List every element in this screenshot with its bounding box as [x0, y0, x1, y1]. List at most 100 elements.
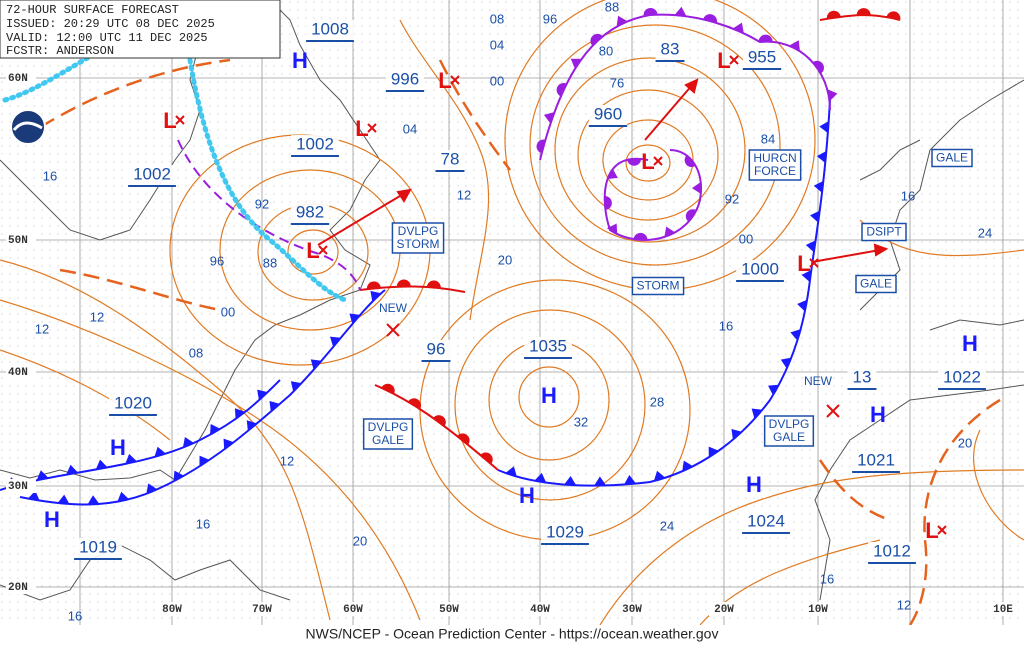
cold-front-triangle	[310, 359, 322, 370]
low-center: L	[925, 518, 938, 543]
cold-front-triangle	[349, 313, 361, 324]
front-symbol	[27, 490, 40, 501]
pressure-value: 996	[391, 69, 419, 88]
warm-front-semicircle	[886, 11, 901, 20]
cold-front-triangle	[173, 470, 185, 482]
low-center-x	[367, 123, 377, 133]
front-symbol	[682, 460, 694, 472]
front-symbol	[433, 415, 446, 427]
front-symbol	[758, 34, 773, 42]
front-symbol	[703, 14, 717, 23]
isobar-label: 24	[978, 225, 992, 240]
label-bg	[306, 20, 354, 40]
front-symbol	[616, 15, 628, 27]
front-symbol	[543, 112, 555, 124]
area-label-box	[763, 415, 815, 447]
cold-front-triangle	[269, 400, 280, 412]
front-symbol	[257, 389, 268, 401]
warm-front-semicircle	[457, 433, 470, 445]
high-center: H	[962, 331, 978, 356]
cold-front-triangle	[154, 446, 166, 458]
front-symbol	[607, 168, 618, 180]
cold-front-triangle	[682, 460, 694, 472]
warm-front-semicircle	[685, 209, 697, 223]
cold-front-triangle	[653, 470, 666, 482]
isobar-label: 04	[490, 37, 504, 52]
cold-front-triangle	[330, 336, 341, 347]
area-label: DVLPG	[398, 224, 439, 238]
cold-front-triangle	[594, 476, 607, 486]
front-symbol	[789, 40, 800, 52]
label-bg	[74, 538, 122, 558]
label-bg	[338, 602, 368, 616]
cold-front-triangle	[674, 6, 687, 17]
header-issued: ISSUED: 20:29 UTC 08 DEC 2025	[6, 17, 215, 31]
warm-front-semicircle	[643, 7, 658, 16]
front-symbol	[708, 446, 719, 458]
pressure-value: 1021	[857, 450, 895, 469]
longitude-label: 80W	[162, 604, 182, 616]
high-center: H	[746, 472, 762, 497]
front-symbol	[684, 154, 697, 168]
front-symbol	[223, 438, 234, 450]
header-forecaster: FCSTR: ANDERSON	[6, 44, 114, 58]
isobar-label: 84	[761, 131, 775, 146]
latitude-label: 20N	[8, 582, 28, 594]
front-symbol	[349, 313, 361, 324]
front-symbol	[210, 424, 221, 435]
area-label: GALE	[372, 433, 404, 447]
warm-front-semicircle	[684, 154, 697, 168]
latitude-label: 60N	[8, 73, 28, 85]
isobar-label: 12	[457, 187, 471, 202]
front-symbol	[87, 495, 100, 505]
cold-front-triangle	[246, 420, 258, 432]
label-bg	[109, 394, 157, 414]
front-symbol	[564, 475, 577, 486]
warm-front-semicircle	[758, 34, 773, 42]
area-label: DVLPG	[368, 420, 409, 434]
longitude-label: 10W	[808, 604, 828, 616]
label-bg	[6, 233, 36, 247]
cold-front-triangle	[805, 240, 816, 253]
front-symbol	[36, 470, 49, 481]
cold-front-triangle	[210, 424, 221, 435]
label-bg	[6, 479, 36, 493]
label-bg	[290, 203, 330, 223]
low-center-x	[809, 258, 819, 268]
cold-front-triangle	[27, 490, 40, 501]
cold-front-triangle	[827, 89, 838, 102]
front-symbol	[590, 33, 603, 46]
latitude-label: 50N	[8, 235, 28, 247]
pressure-value: 13	[853, 367, 872, 386]
front-symbol	[827, 89, 838, 102]
isobar-label: 08	[189, 345, 203, 360]
front-symbol	[480, 452, 493, 465]
cold-front-triangle	[534, 472, 547, 483]
cold-front-triangle	[146, 483, 158, 494]
isobar-label: 16	[68, 608, 82, 623]
pressure-value: 1008	[311, 19, 349, 38]
warm-front-semicircle	[396, 279, 411, 287]
pressure-value: 1002	[133, 164, 171, 183]
cold-front-triangle	[751, 408, 763, 419]
label-bg	[6, 365, 36, 379]
low-center-x	[318, 245, 328, 255]
isobar-label: 04	[403, 121, 417, 136]
area-label: GALE	[936, 151, 968, 165]
front-symbol	[330, 336, 341, 347]
front-symbol	[805, 240, 816, 253]
isobar-label: 12	[90, 309, 104, 324]
front-symbol	[269, 400, 280, 412]
front-symbol	[801, 270, 812, 282]
warm-front-semicircle	[590, 33, 603, 46]
cold-front-triangle	[125, 453, 137, 464]
warm-front-semicircle	[627, 158, 642, 166]
warm-front-semicircle	[604, 196, 612, 210]
label-bg	[247, 602, 277, 616]
warm-front-semicircle	[536, 139, 546, 154]
cold-front-triangle	[257, 389, 268, 401]
front-symbol	[154, 446, 166, 458]
isobar-label: 28	[650, 394, 664, 409]
front-symbol	[856, 8, 871, 16]
